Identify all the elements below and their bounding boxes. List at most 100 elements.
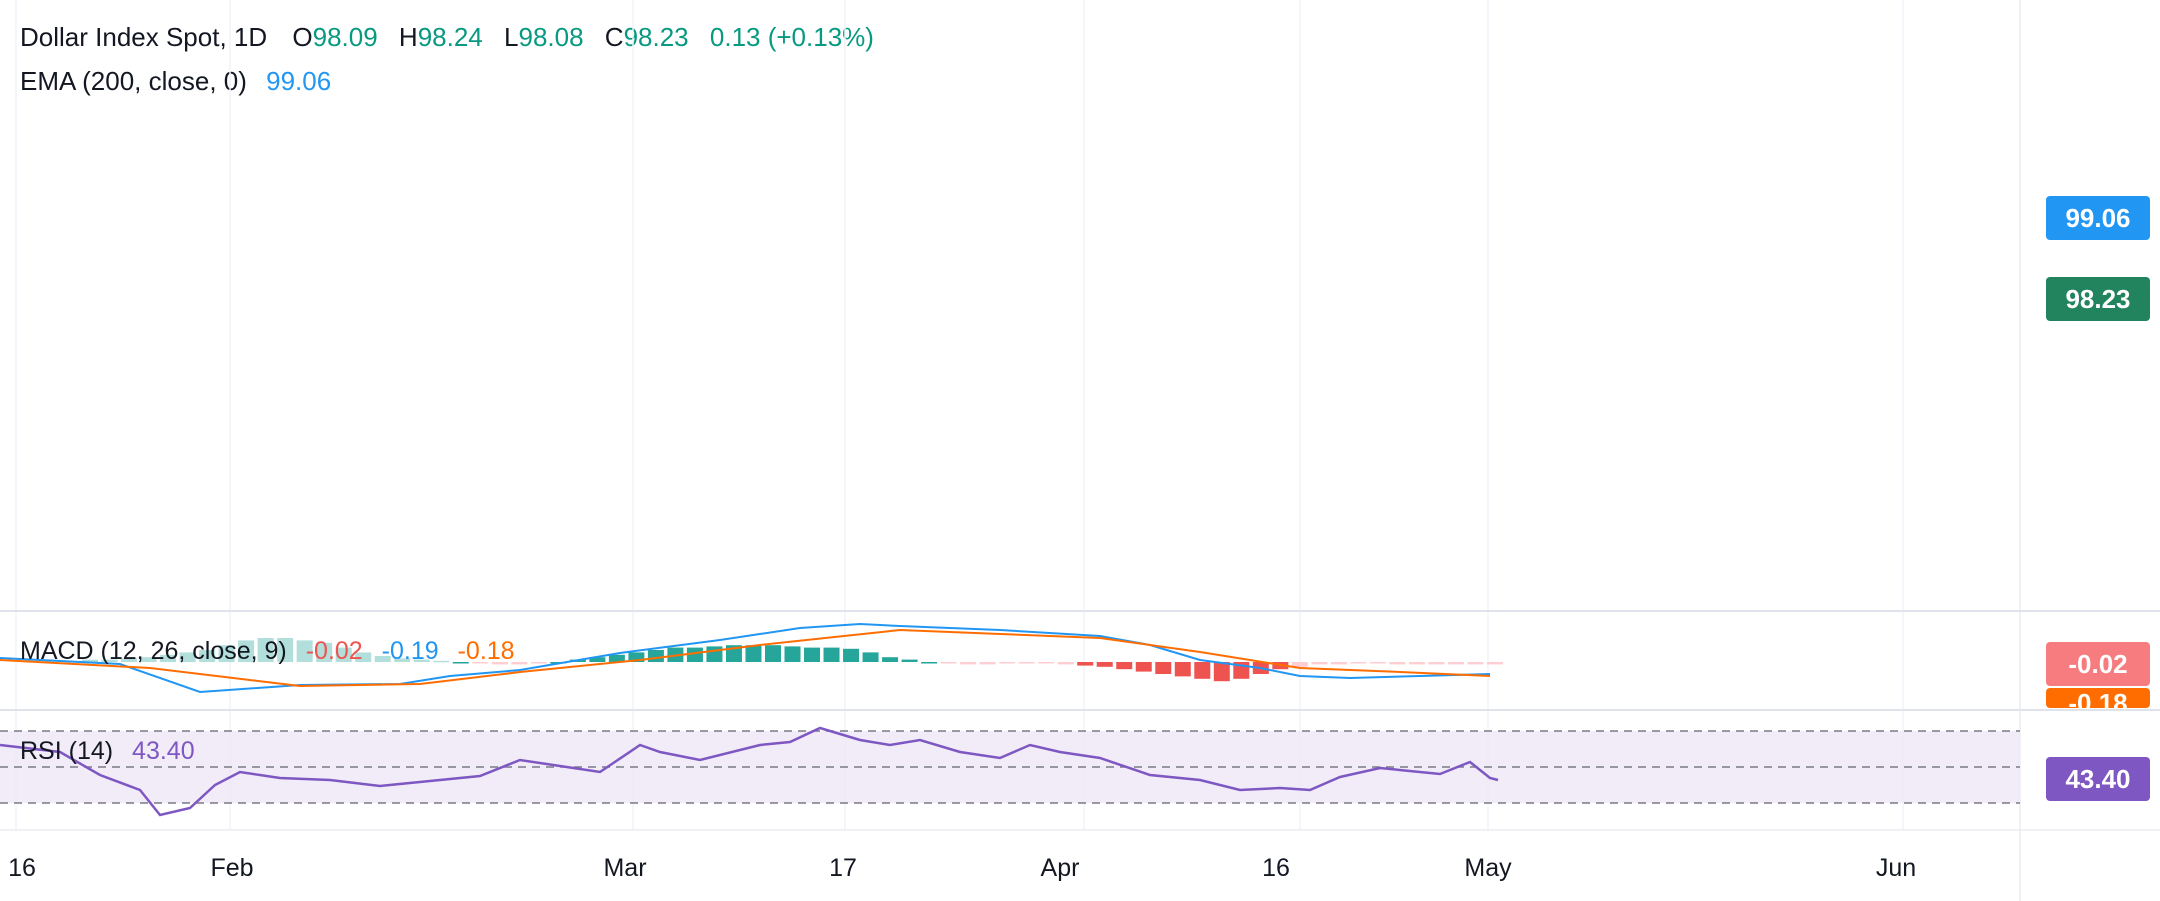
low-value: 98.08 bbox=[518, 22, 584, 52]
macd-histogram-bar bbox=[862, 652, 879, 662]
macd-histogram-bar bbox=[296, 640, 313, 662]
macd-histogram-bar bbox=[1018, 662, 1035, 664]
macd-histogram-bar bbox=[316, 642, 333, 662]
macd-histogram-bar bbox=[940, 662, 957, 664]
macd-histogram-bar bbox=[1038, 662, 1055, 664]
macd-histogram-bar bbox=[960, 662, 977, 665]
macd-histogram-bar bbox=[335, 647, 352, 662]
rsi-legend[interactable]: RSI (14) 43.40 bbox=[20, 737, 195, 766]
macd-histogram-bar bbox=[1135, 662, 1152, 672]
macd-histogram-bar bbox=[1369, 662, 1386, 664]
macd-histogram-bar bbox=[257, 638, 274, 662]
macd-histogram-bar bbox=[1096, 662, 1113, 667]
ema-price-box: 99.06 bbox=[2046, 196, 2150, 240]
macd-histogram-bar bbox=[179, 652, 196, 662]
close-value: 98.23 bbox=[623, 22, 689, 52]
x-axis-tick-label: 16 bbox=[1262, 854, 1290, 882]
macd-histogram-bar bbox=[589, 657, 606, 662]
macd-histogram-bar bbox=[686, 647, 703, 662]
high-label: H bbox=[398, 22, 418, 52]
change-value: 0.13 (+0.13%) bbox=[709, 22, 874, 52]
last-price-box: 98.23 bbox=[2046, 277, 2150, 321]
macd-histogram-bar bbox=[1155, 662, 1172, 674]
high-value: 98.24 bbox=[417, 22, 483, 52]
rsi-price-box: 43.40 bbox=[2046, 757, 2150, 801]
x-axis-tick-label: Apr bbox=[1041, 854, 1080, 882]
macd-price-box: -0.02 bbox=[2046, 642, 2150, 686]
macd-histogram-bar bbox=[1077, 662, 1094, 666]
macd-histogram-bar bbox=[921, 662, 938, 664]
macd-signal-line bbox=[0, 628, 1491, 688]
chart-header: Dollar Index Spot, 1D O98.09 H98.24 L98.… bbox=[20, 22, 874, 53]
macd-histogram-bar bbox=[764, 645, 781, 662]
x-axis-tick-label: 16 bbox=[8, 854, 36, 882]
x-axis-tick-label: Jun bbox=[1876, 854, 1916, 882]
macd-histogram-bar bbox=[374, 656, 391, 662]
macd-histogram-bar bbox=[1330, 662, 1347, 665]
x-axis-tick-label: Mar bbox=[603, 854, 646, 882]
macd-histogram-bar bbox=[1291, 662, 1308, 667]
macd-histogram-bar bbox=[882, 657, 899, 662]
macd-hist-value: -0.02 bbox=[305, 637, 363, 665]
macd-histogram-bar bbox=[647, 650, 664, 662]
macd-histogram-bar bbox=[628, 652, 645, 662]
macd-histogram-bar bbox=[706, 646, 723, 662]
macd-histogram-bar bbox=[1408, 662, 1425, 665]
macd-line-value: -0.19 bbox=[381, 637, 439, 665]
macd-histogram-bar bbox=[1467, 662, 1484, 665]
macd-histogram-bar bbox=[413, 659, 430, 662]
low-label: L bbox=[504, 22, 519, 52]
macd-histogram-bar bbox=[1116, 662, 1133, 670]
macd-histogram-bar bbox=[140, 657, 157, 662]
x-axis-tick-label: May bbox=[1464, 854, 1512, 882]
macd-histogram-bar bbox=[199, 650, 216, 662]
macd-histogram-bar bbox=[823, 647, 840, 662]
open-label: O bbox=[292, 22, 313, 52]
macd-histogram-bar bbox=[218, 645, 235, 662]
macd-histogram-bar bbox=[608, 654, 625, 662]
macd-histogram-bar bbox=[238, 640, 255, 662]
rsi-legend-label: RSI (14) bbox=[20, 737, 114, 765]
macd-histogram-bar bbox=[1174, 662, 1191, 677]
ema-legend-label: EMA (200, close, 0) bbox=[20, 66, 247, 96]
macd-histogram-bar bbox=[745, 645, 762, 662]
macd-signal-value: -0.18 bbox=[457, 637, 515, 665]
signal-price-box: -0.18 bbox=[2046, 688, 2150, 708]
macd-histogram-bar bbox=[901, 659, 918, 662]
macd-histogram-bar bbox=[1194, 662, 1211, 679]
x-axis-tick-label: 17 bbox=[829, 854, 857, 882]
macd-histogram-bar bbox=[784, 646, 801, 662]
macd-histogram-bar bbox=[472, 662, 489, 664]
macd-histogram-bar bbox=[1350, 662, 1367, 664]
macd-histogram-bar bbox=[511, 662, 528, 665]
macd-histogram-bar bbox=[1428, 662, 1445, 665]
macd-histogram-bar bbox=[804, 647, 821, 662]
macd-histogram-bar bbox=[277, 638, 294, 662]
macd-histogram-bar bbox=[452, 662, 469, 664]
macd-histogram-bar bbox=[843, 648, 860, 662]
macd-histogram-bar bbox=[1311, 662, 1328, 665]
macd-histogram-bar bbox=[1389, 662, 1406, 665]
macd-legend-label: MACD (12, 26, close, 9) bbox=[20, 637, 287, 665]
macd-histogram-bar bbox=[355, 652, 372, 662]
macd-histogram-bar bbox=[160, 654, 177, 662]
macd-histogram-bar bbox=[433, 660, 450, 663]
macd-histogram-bar bbox=[394, 658, 411, 662]
macd-histogram-bar bbox=[999, 662, 1016, 664]
macd-histogram-bar bbox=[1057, 662, 1074, 665]
macd-histogram-bar bbox=[121, 658, 138, 662]
ema-legend-value: 99.06 bbox=[266, 66, 332, 96]
rsi-line bbox=[0, 726, 1499, 817]
macd-histogram-bar bbox=[1213, 662, 1230, 682]
macd-histogram-bar bbox=[101, 659, 118, 662]
close-label: C bbox=[604, 22, 624, 52]
macd-histogram-bar bbox=[1447, 662, 1464, 665]
open-value: 98.09 bbox=[312, 22, 378, 52]
macd-histogram-bar bbox=[979, 662, 996, 665]
ema-legend[interactable]: EMA (200, close, 0) 99.06 bbox=[20, 66, 331, 97]
macd-histogram-bar bbox=[82, 659, 98, 662]
macd-legend[interactable]: MACD (12, 26, close, 9) -0.02 -0.19 -0.1… bbox=[20, 637, 515, 666]
rsi-legend-value: 43.40 bbox=[132, 737, 195, 765]
macd-histogram-bar bbox=[530, 662, 547, 664]
